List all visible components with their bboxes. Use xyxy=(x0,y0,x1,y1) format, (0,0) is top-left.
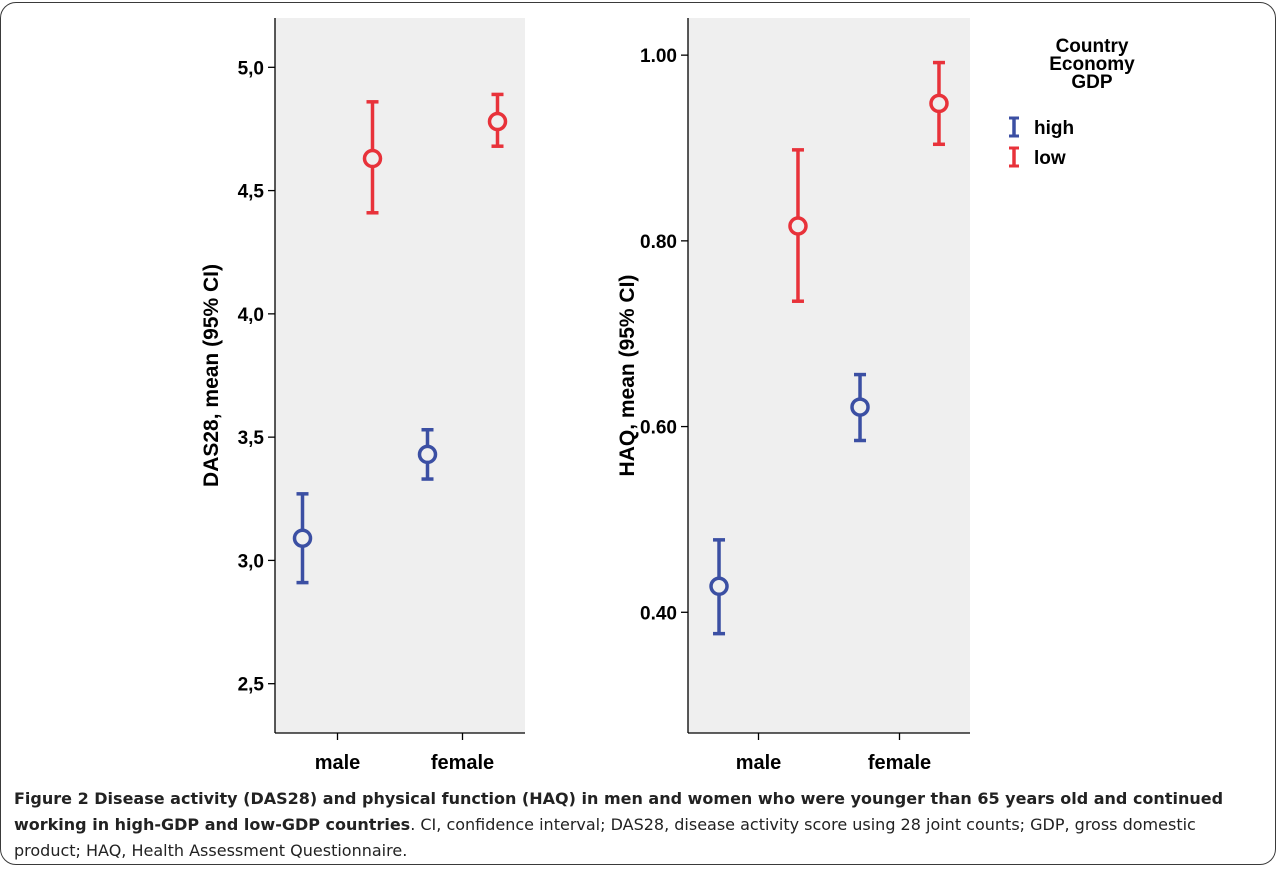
legend-label-high: high xyxy=(1034,118,1074,139)
x-tick-label-haq: female xyxy=(868,752,931,774)
y-tick-label-das28: 4,5 xyxy=(238,182,265,203)
mean-marker-high-female xyxy=(417,444,438,465)
y-tick-label-haq: 0.80 xyxy=(640,232,677,253)
mean-marker-low-male xyxy=(788,216,808,236)
y-tick-label-haq: 1.00 xyxy=(640,46,677,67)
y-tick-label-das28: 3,5 xyxy=(238,428,265,449)
x-tick-label-das28: female xyxy=(431,752,494,774)
legend-label-low: low xyxy=(1034,148,1066,169)
x-tick-label-das28: male xyxy=(315,752,361,774)
y-axis-label-haq: HAQ, mean (95% CI) xyxy=(616,275,639,477)
caption-bold: Figure 2 Disease activity (DAS28) and ph… xyxy=(14,789,1224,834)
mean-marker-low-female xyxy=(929,93,949,114)
legend-title-line: Economy xyxy=(1049,54,1135,75)
y-tick-label-das28: 3,0 xyxy=(238,551,264,572)
figure-caption: Figure 2 Disease activity (DAS28) and ph… xyxy=(14,786,1264,864)
legend-title-line: GDP xyxy=(1071,72,1113,93)
y-axis-label-das28: DAS28, mean (95% CI) xyxy=(200,264,223,487)
y-tick-label-haq: 0.60 xyxy=(640,418,677,439)
legend-title-line: Country xyxy=(1056,36,1129,57)
y-tick-label-das28: 4,0 xyxy=(238,305,264,326)
y-tick-label-das28: 5,0 xyxy=(238,58,264,79)
y-tick-label-das28: 2,5 xyxy=(238,675,265,696)
figure-svg: 2,5 3,0 3,5 4,0 4,5 5,0 male female DAS28, mean … xyxy=(200,18,1135,774)
y-tick-label-haq: 0.40 xyxy=(640,603,677,624)
plot-background-haq xyxy=(688,18,970,733)
mean-marker-high-male xyxy=(709,576,729,597)
mean-marker-low-male xyxy=(362,148,383,169)
caption-text: . CI, confidence interval; DAS28, diseas… xyxy=(14,815,1196,860)
x-tick-label-haq: male xyxy=(736,752,782,774)
mean-marker-high-female xyxy=(850,397,870,417)
plot-background-das28 xyxy=(275,18,525,733)
mean-marker-high-male xyxy=(292,528,313,548)
mean-marker-low-female xyxy=(487,111,508,132)
